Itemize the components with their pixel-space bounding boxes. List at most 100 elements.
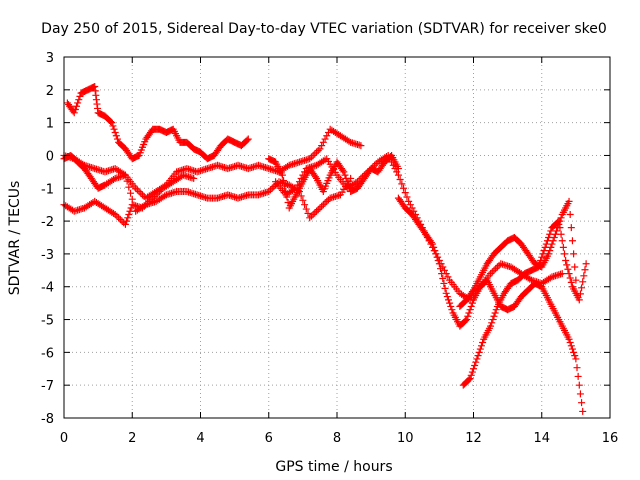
data-point bbox=[558, 237, 566, 245]
data-point bbox=[473, 355, 481, 363]
data-point bbox=[268, 184, 276, 192]
data-point bbox=[477, 342, 485, 350]
data-point bbox=[140, 202, 148, 210]
data-point bbox=[441, 284, 449, 292]
data-point bbox=[113, 135, 121, 143]
data-point bbox=[556, 224, 564, 232]
data-point bbox=[149, 194, 157, 202]
data-point bbox=[581, 266, 589, 274]
data-point bbox=[135, 188, 143, 196]
data-points bbox=[60, 83, 590, 415]
data-point bbox=[539, 250, 547, 258]
data-point bbox=[321, 135, 329, 143]
x-axis-ticks: 0 2 4 6 8 10 12 14 16 bbox=[60, 57, 618, 446]
data-point bbox=[112, 132, 120, 140]
data-point bbox=[314, 147, 322, 155]
x-tick-label: 0 bbox=[60, 431, 68, 446]
data-point bbox=[490, 312, 498, 320]
data-point bbox=[107, 118, 115, 126]
data-point bbox=[468, 368, 476, 376]
data-point bbox=[297, 192, 305, 200]
data-point bbox=[446, 299, 454, 307]
y-tick-label: -4 bbox=[41, 281, 54, 296]
data-point bbox=[564, 265, 572, 273]
data-point bbox=[357, 174, 365, 182]
series-8 bbox=[459, 217, 590, 389]
data-point bbox=[574, 372, 582, 380]
data-point bbox=[479, 339, 487, 347]
data-point bbox=[323, 132, 331, 140]
data-point bbox=[364, 168, 372, 176]
data-point bbox=[121, 220, 129, 228]
data-point bbox=[573, 364, 581, 372]
data-point bbox=[433, 253, 441, 261]
data-point bbox=[371, 161, 379, 169]
data-point bbox=[561, 250, 568, 258]
data-point bbox=[278, 171, 286, 179]
data-point bbox=[437, 265, 445, 273]
data-point bbox=[319, 201, 327, 209]
data-point bbox=[147, 196, 155, 204]
data-point bbox=[109, 122, 117, 130]
data-point bbox=[567, 224, 575, 232]
chart-title: Day 250 of 2015, Sidereal Day-to-day VTE… bbox=[41, 21, 607, 37]
data-point bbox=[466, 375, 474, 383]
data-point bbox=[113, 212, 121, 220]
data-point bbox=[313, 207, 321, 215]
data-point bbox=[152, 191, 160, 199]
data-point bbox=[430, 243, 438, 251]
data-point bbox=[468, 288, 476, 296]
data-point bbox=[467, 302, 475, 310]
data-point bbox=[572, 355, 580, 363]
data-point bbox=[408, 204, 416, 212]
data-point bbox=[543, 237, 551, 245]
data-point bbox=[161, 192, 169, 200]
data-point bbox=[76, 92, 84, 100]
data-point bbox=[124, 214, 132, 222]
data-point bbox=[316, 204, 324, 212]
data-point bbox=[307, 212, 315, 220]
data-point bbox=[432, 250, 440, 258]
data-point bbox=[466, 306, 474, 314]
data-point bbox=[579, 278, 587, 286]
data-point bbox=[138, 191, 146, 199]
data-point bbox=[357, 142, 365, 150]
data-point bbox=[145, 197, 153, 205]
data-point bbox=[362, 170, 370, 178]
data-point bbox=[488, 268, 496, 276]
data-point bbox=[566, 211, 574, 219]
data-point bbox=[559, 243, 567, 251]
data-point bbox=[439, 275, 447, 283]
data-point bbox=[567, 342, 575, 350]
data-point bbox=[125, 211, 133, 219]
data-point bbox=[488, 319, 496, 327]
data-point bbox=[266, 186, 274, 194]
data-point bbox=[323, 197, 331, 205]
data-point bbox=[576, 290, 584, 298]
data-point bbox=[109, 176, 117, 184]
data-point bbox=[487, 270, 495, 278]
data-point bbox=[563, 261, 571, 269]
data-point bbox=[472, 358, 480, 366]
data-point bbox=[444, 273, 452, 281]
data-point bbox=[306, 214, 314, 222]
data-point bbox=[243, 136, 251, 144]
y-tick-label: 3 bbox=[46, 51, 54, 66]
data-point bbox=[365, 166, 373, 174]
data-point bbox=[568, 345, 576, 353]
data-point bbox=[475, 348, 483, 356]
data-point bbox=[465, 376, 473, 384]
data-point bbox=[156, 188, 164, 196]
data-point bbox=[579, 407, 587, 415]
data-point bbox=[541, 243, 549, 251]
y-tick-label: -8 bbox=[41, 412, 54, 427]
data-point bbox=[440, 279, 448, 287]
data-point bbox=[492, 306, 500, 314]
grid bbox=[64, 57, 610, 418]
data-point bbox=[526, 275, 534, 283]
data-point bbox=[427, 238, 435, 246]
data-point bbox=[429, 240, 437, 248]
y-tick-label: -5 bbox=[41, 314, 54, 329]
data-point bbox=[111, 128, 119, 136]
